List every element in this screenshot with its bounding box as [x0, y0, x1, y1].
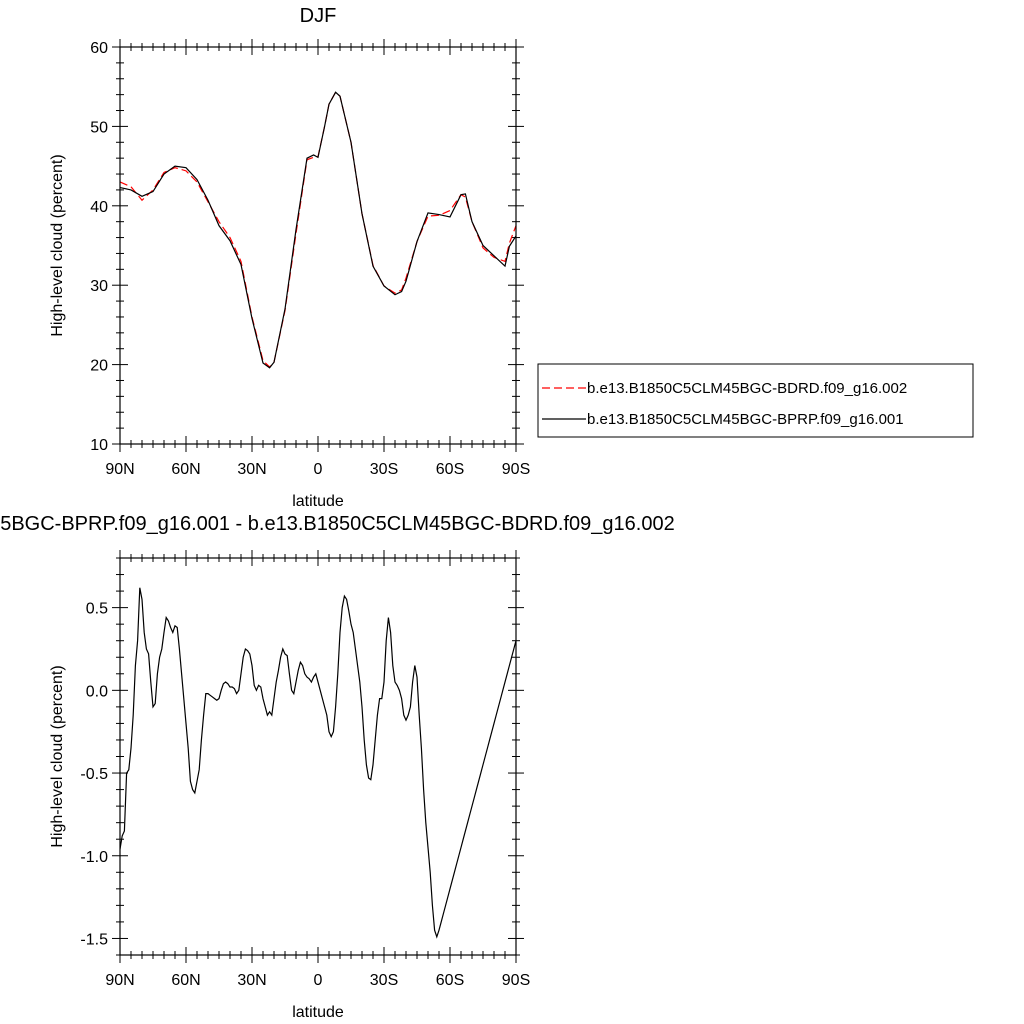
y-tick-label: -1.0: [80, 849, 108, 866]
x-tick-label: 30N: [237, 461, 266, 478]
x-axis-label: latitude: [292, 493, 344, 510]
x-tick-label: 0: [314, 461, 323, 478]
y-axis-label: High-level cloud (percent): [49, 665, 66, 847]
legend-entry-1: b.e13.B1850C5CLM45BGC-BDRD.f09_g16.002: [587, 380, 907, 397]
y-tick-label: 30: [90, 278, 108, 295]
legend: b.e13.B1850C5CLM45BGC-BDRD.f09_g16.002 b.…: [537, 363, 974, 438]
y-tick-label: 40: [90, 199, 108, 216]
legend-box: [537, 363, 974, 438]
x-axis-label: latitude: [292, 1004, 344, 1021]
y-tick-label: -0.5: [80, 766, 108, 783]
y-tick-label: -1.5: [80, 931, 108, 948]
chart-panel-1: DJF 90N 60N 30N 0 30S 60S 90S 10 20 30 40 50 60 latitu…: [49, 5, 974, 510]
y-tick-label: 50: [90, 119, 108, 136]
y-tick-label: 0.0: [86, 683, 108, 700]
x-tick-label: 0: [314, 972, 323, 989]
y-tick-label: 10: [90, 437, 108, 454]
chart-title: DJF: [300, 5, 337, 27]
x-tick-label: 30S: [370, 972, 398, 989]
x-tick-label: 30S: [370, 461, 398, 478]
x-tick-label: 60S: [436, 461, 464, 478]
x-tick-label: 90N: [105, 972, 134, 989]
chart-title: LM45BGC-BPRP.f09_g16.001 - b.e13.B1850C5…: [0, 513, 675, 535]
plot-frame: [119, 557, 517, 956]
x-tick-label: 90S: [502, 461, 530, 478]
series-line-1: [120, 587, 516, 939]
series-line-1: [120, 91, 516, 368]
y-tick-label: 20: [90, 358, 108, 375]
x-tick-label: 30N: [237, 972, 266, 989]
x-tick-label: 90S: [502, 972, 530, 989]
y-tick-label: 0.5: [86, 601, 108, 618]
y-tick-label: 60: [90, 40, 108, 57]
series-line-2: [120, 91, 516, 369]
x-tick-label: 60N: [171, 972, 200, 989]
x-tick-label: 60S: [436, 972, 464, 989]
x-tick-label: 60N: [171, 461, 200, 478]
plot-frame: [119, 46, 517, 445]
x-tick-label: 90N: [105, 461, 134, 478]
chart-panel-2: LM45BGC-BPRP.f09_g16.001 - b.e13.B1850C5…: [0, 513, 675, 1021]
y-axis-label: High-level cloud (percent): [49, 154, 66, 336]
legend-entry-2: b.e13.B1850C5CLM45BGC-BPRP.f09_g16.001: [587, 411, 904, 428]
